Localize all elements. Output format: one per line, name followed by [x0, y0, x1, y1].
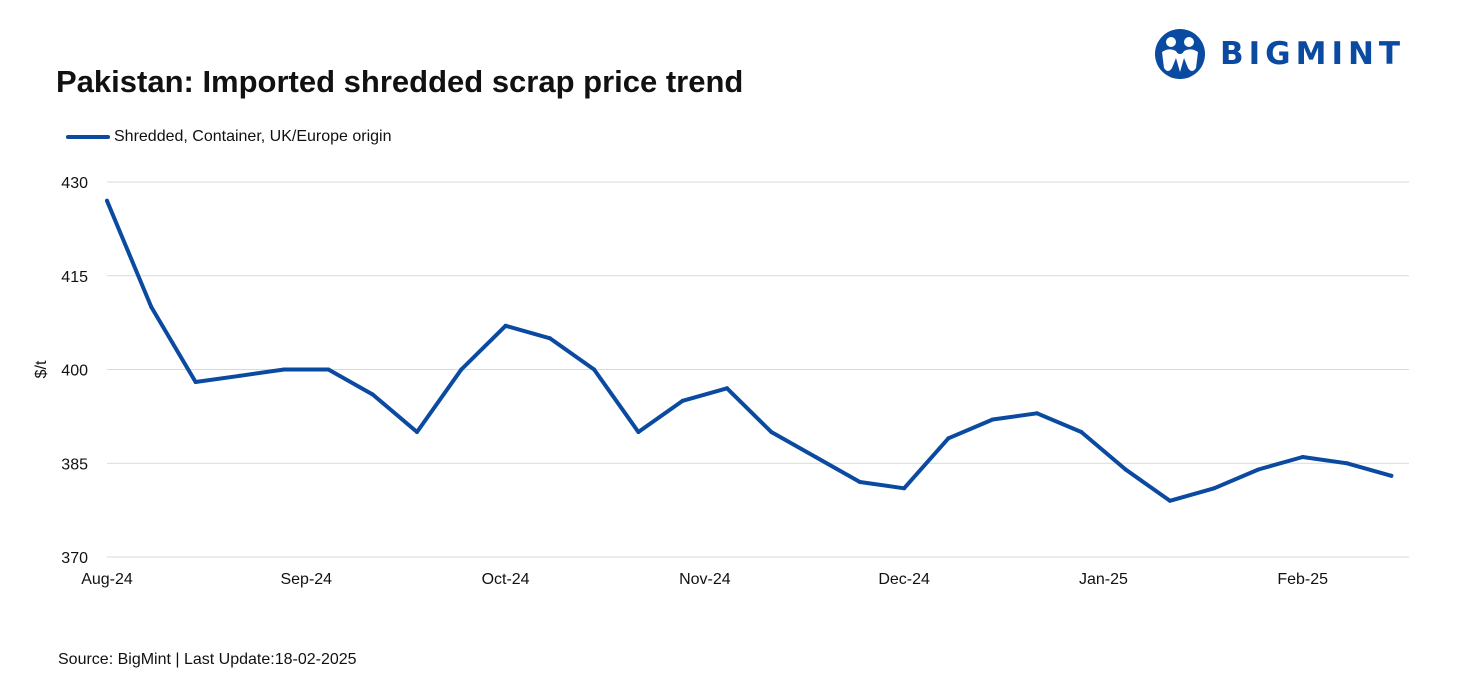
y-axis-ticks: 370 385 400 415 430 [61, 175, 88, 567]
data-point [636, 430, 641, 434]
data-point [370, 392, 375, 397]
data-point [769, 430, 774, 434]
data-point [193, 380, 198, 384]
data-point [149, 305, 154, 309]
y-axis-label: $/t [33, 360, 50, 378]
data-point [326, 367, 331, 372]
y-tick-label: 430 [61, 175, 88, 192]
data-point [237, 373, 242, 378]
data-point [415, 430, 419, 434]
data-point [1123, 467, 1128, 472]
x-tick-label: Sep-24 [280, 571, 332, 588]
legend: Shredded, Container, UK/Europe origin [66, 128, 392, 146]
data-point [1300, 455, 1305, 459]
data-point [725, 386, 729, 391]
y-tick-label: 385 [61, 456, 88, 473]
data-point [282, 367, 287, 372]
y-tick-label: 370 [61, 550, 88, 567]
x-tick-label: Aug-24 [81, 571, 133, 588]
data-point [503, 323, 508, 328]
x-tick-label: Nov-24 [679, 571, 731, 588]
x-tick-label: Dec-24 [878, 571, 930, 588]
data-point [946, 436, 951, 441]
x-axis-ticks: Aug-24 Sep-24 Oct-24 Nov-24 Dec-24 Jan-25 Feb-… [81, 571, 1328, 588]
data-point [105, 198, 109, 203]
data-point [857, 480, 862, 484]
data-point [902, 486, 907, 491]
data-point [592, 367, 597, 372]
legend-label: Shredded, Container, UK/Europe origin [114, 128, 392, 145]
y-tick-label: 415 [61, 269, 88, 286]
data-point [1079, 430, 1084, 434]
legend-swatch [66, 135, 110, 139]
data-point [1167, 498, 1172, 503]
y-tick-label: 400 [61, 363, 88, 380]
chart-title: Pakistan: Imported shredded scrap price … [56, 64, 744, 99]
data-point [459, 367, 464, 372]
x-tick-label: Feb-25 [1277, 571, 1328, 588]
data-point [813, 455, 818, 459]
brand-name: BIGMINT [1220, 36, 1406, 72]
x-tick-label: Oct-24 [482, 571, 530, 588]
source-note: Source: BigMint | Last Update:18-02-2025 [58, 651, 357, 668]
data-point [547, 336, 552, 341]
series-line [105, 198, 1394, 503]
people-globe-icon [1155, 29, 1205, 79]
data-point [680, 398, 685, 403]
bigmint-logo: BIGMINT [1154, 28, 1405, 80]
data-point [990, 417, 995, 422]
data-point [1212, 486, 1217, 491]
data-point [1256, 467, 1261, 472]
data-point [1035, 411, 1039, 416]
data-point [1389, 473, 1394, 478]
x-tick-label: Jan-25 [1079, 571, 1128, 588]
data-point [1345, 461, 1349, 466]
grid-lines [107, 181, 1409, 558]
series-layer [105, 198, 1394, 503]
